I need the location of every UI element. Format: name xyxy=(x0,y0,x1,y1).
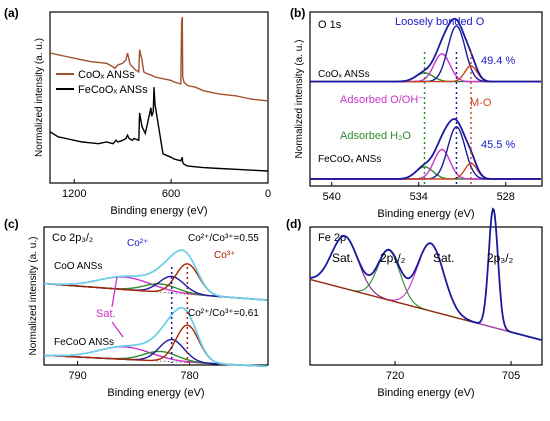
x-tick-label: 534 xyxy=(410,191,428,203)
component-label: M-O xyxy=(470,97,492,109)
x-axis-label: Binding energy (eV) xyxy=(107,387,204,399)
component-3 xyxy=(309,208,542,341)
peak-label: 2p₃/₂ xyxy=(487,251,514,265)
legend-label: FeCoOₓ ANSs xyxy=(78,84,148,96)
envelope xyxy=(309,207,542,341)
panel-label: (d) xyxy=(286,217,301,231)
panel-subtitle: Co 2p₃/₂ xyxy=(52,232,93,244)
component-0-0 xyxy=(44,276,268,301)
ratio-label: Co²⁺/Co³⁺=0.55 xyxy=(188,233,259,244)
peak-label: 2p₁/₂ xyxy=(380,251,406,265)
x-tick-label: 540 xyxy=(323,191,341,203)
sample-label: FeCoO ANSs xyxy=(54,337,114,348)
panel-b: (b) 540 534 528 Binding energy (eV) Normalize… xyxy=(290,6,543,220)
x-axis-label: Binding energy (eV) xyxy=(110,205,207,217)
component-label: Co²⁺ xyxy=(127,238,148,249)
peak-label: Sat. xyxy=(433,251,454,265)
sample-label: CoO ANSs xyxy=(54,261,102,272)
peak-label: Sat. xyxy=(332,251,353,265)
component-label: Co³⁺ xyxy=(214,250,235,261)
x-tick-label: 720 xyxy=(386,370,404,382)
panel-d: (d) 720 705 Binding energy (eV) Fe 2p Sat. 2p₁… xyxy=(286,207,543,399)
plot-frame xyxy=(309,226,543,366)
panel-subtitle: Fe 2p xyxy=(318,232,346,244)
x-tick-label: 780 xyxy=(180,370,198,382)
envelope-0 xyxy=(310,17,541,83)
series-line-0 xyxy=(49,17,269,102)
panel-c: (c) 790 780 Binding energy (eV) Normalized i… xyxy=(4,217,269,399)
x-axis-label: Binding energy (eV) xyxy=(377,387,474,399)
panel-label: (a) xyxy=(4,6,19,20)
plot-frame xyxy=(43,226,269,366)
x-axis-label: Binding energy (eV) xyxy=(377,208,474,220)
panel-label: (b) xyxy=(290,6,305,20)
x-tick-label: 705 xyxy=(502,370,520,382)
sample-label: CoOₓ ANSs xyxy=(318,69,370,80)
component-1-3 xyxy=(310,162,541,180)
plot-frame xyxy=(309,11,543,187)
component-label: Loosely bonded O xyxy=(395,16,485,28)
sat-arrow xyxy=(111,321,124,338)
sat-arrow xyxy=(111,276,118,308)
component-label: Sat. xyxy=(96,308,116,320)
percent-label: 49.4 % xyxy=(481,55,515,67)
x-tick-label: 790 xyxy=(68,370,86,382)
sample-label: FeCoOₓ ANSs xyxy=(318,154,381,165)
x-tick-label: 600 xyxy=(162,188,180,200)
component-label: Adsorbed O/OH⁻ xyxy=(340,94,424,106)
panel-label: (c) xyxy=(4,217,19,231)
x-tick-label: 528 xyxy=(497,191,515,203)
component-label: Adsorbed H₂O xyxy=(340,130,411,142)
envelope-1 xyxy=(43,306,267,368)
panel-a: (a) 1200 600 0 Binding energy (eV) Normalized… xyxy=(4,6,271,217)
panel-subtitle: O 1s xyxy=(318,19,342,31)
envelope-1 xyxy=(310,118,541,180)
x-tick-label: 1200 xyxy=(62,188,86,200)
series-line-1 xyxy=(49,87,269,172)
envelope-0 xyxy=(44,249,268,301)
component-1-0 xyxy=(310,166,541,180)
component-0-2 xyxy=(43,275,268,301)
y-axis-label: Normalized intensity (a. u.) xyxy=(294,40,305,159)
y-axis-label: Normalized intensity (a. u.) xyxy=(34,38,45,157)
plot-frame xyxy=(49,11,269,184)
ratio-label: Co²⁺/Co³⁺=0.61 xyxy=(188,308,259,319)
legend-label: CoOₓ ANSs xyxy=(78,69,135,81)
y-axis-label: Normalized intensity (a. u.) xyxy=(28,237,39,356)
x-tick-label: 0 xyxy=(265,188,271,200)
percent-label: 45.5 % xyxy=(481,139,515,151)
